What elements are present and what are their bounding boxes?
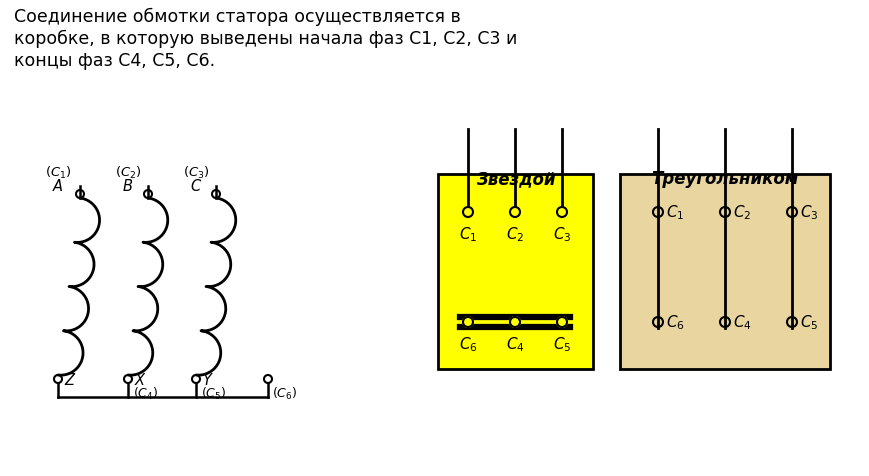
Text: $(C_2)$: $(C_2)$ bbox=[115, 165, 141, 181]
Text: $C_2$: $C_2$ bbox=[505, 225, 523, 244]
Text: Звездой: Звездой bbox=[475, 169, 554, 188]
Text: $C_3$: $C_3$ bbox=[552, 225, 571, 244]
Text: $Y$: $Y$ bbox=[202, 371, 214, 387]
Text: Треугольником: Треугольником bbox=[651, 169, 798, 188]
Text: коробке, в которую выведены начала фаз С1, С2, С3 и: коробке, в которую выведены начала фаз С… bbox=[14, 30, 517, 48]
Text: $C_2$: $C_2$ bbox=[733, 203, 751, 222]
Text: $C_6$: $C_6$ bbox=[458, 335, 477, 354]
Bar bbox=[620, 175, 829, 369]
Text: $(C_1)$: $(C_1)$ bbox=[44, 165, 71, 181]
Text: $C$: $C$ bbox=[189, 178, 202, 194]
Text: $C_4$: $C_4$ bbox=[733, 313, 751, 332]
Text: $C_1$: $C_1$ bbox=[458, 225, 476, 244]
Bar bbox=[437, 175, 593, 369]
Text: $B$: $B$ bbox=[123, 178, 134, 194]
Text: $C_5$: $C_5$ bbox=[799, 313, 818, 332]
Circle shape bbox=[508, 317, 521, 328]
Circle shape bbox=[461, 317, 474, 328]
Text: $(C_6)$: $(C_6)$ bbox=[272, 385, 297, 401]
Circle shape bbox=[555, 317, 567, 328]
Text: Соединение обмотки статора осуществляется в: Соединение обмотки статора осуществляетс… bbox=[14, 8, 461, 26]
Text: $(C_4)$: $(C_4)$ bbox=[133, 385, 158, 401]
Text: $C_6$: $C_6$ bbox=[666, 313, 684, 332]
Text: $(C_5)$: $(C_5)$ bbox=[201, 385, 226, 401]
Text: $A$: $A$ bbox=[52, 178, 63, 194]
Text: $Z$: $Z$ bbox=[64, 371, 76, 387]
Text: $(C_3)$: $(C_3)$ bbox=[182, 165, 209, 181]
Text: концы фаз С4, С5, С6.: концы фаз С4, С5, С6. bbox=[14, 52, 215, 70]
Text: $C_3$: $C_3$ bbox=[799, 203, 818, 222]
Text: $C_5$: $C_5$ bbox=[552, 335, 571, 354]
Text: $X$: $X$ bbox=[134, 371, 147, 387]
Text: $C_4$: $C_4$ bbox=[505, 335, 524, 354]
Text: $C_1$: $C_1$ bbox=[666, 203, 684, 222]
